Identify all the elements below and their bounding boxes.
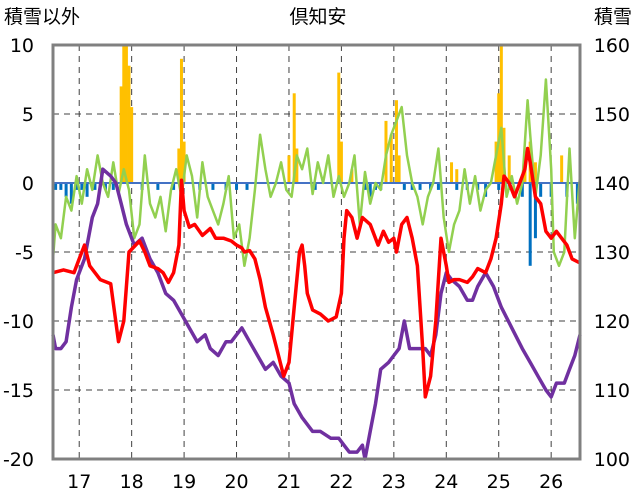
negative-bar [455,183,459,190]
chart-title: 倶知安 [289,6,346,28]
snowfall-bar [394,100,398,183]
x-ticks: 17 18 19 20 21 22 23 24 25 26 [67,471,563,493]
x-tick-label: 26 [539,471,563,493]
negative-bar [245,183,249,190]
negative-bar [368,183,372,197]
negative-bar [75,183,79,190]
snowfall-bar [122,45,126,183]
y-left-tick-label: -15 [3,380,34,402]
y-right-tick-label: 150 [594,104,630,126]
y-right-tick-label: 120 [594,311,630,333]
snowfall-bar [292,93,296,183]
y-left-tick-label: -5 [15,242,34,264]
x-tick-label: 22 [329,471,353,493]
y-left-tick-label: 10 [10,35,34,57]
negative-bar [313,183,317,190]
purple-series-line [51,167,582,461]
negative-bar [528,183,532,266]
snowfall-bar [127,65,131,183]
x-tick-label: 24 [434,471,458,493]
x-tick-label: 19 [172,471,196,493]
negative-bar [402,183,406,190]
negative-bar [80,183,84,190]
y-right-tick-label: 100 [594,449,630,471]
snowfall-bar [287,155,291,183]
snowfall-bar [533,162,537,183]
negative-bar [93,183,97,190]
negative-bar [64,183,68,197]
snowfall-bar [389,134,393,183]
snowfall-bar [337,72,341,183]
x-tick-label: 21 [277,471,301,493]
snowfall-bar [397,155,401,183]
snowfall-bar [450,162,454,183]
red-series-line [52,146,581,399]
plot-frame [51,43,582,461]
y-left-tick-label: -20 [3,449,34,471]
y-right-tick-label: 110 [594,380,630,402]
negative-bar [533,183,537,239]
negative-bar [54,183,58,190]
negative-bar [539,183,543,197]
green-series-line [51,78,582,268]
snowfall-bar [119,86,123,183]
snowfall-bar [130,107,134,183]
negative-bar [436,183,440,190]
negative-bar [111,183,115,190]
y-right-tick-label: 130 [594,242,630,264]
negative-bar [235,183,239,190]
negative-bar [59,183,63,190]
y-left-tick-label: 0 [22,173,34,195]
negative-bar [418,183,422,190]
snowfall-bar [339,141,343,183]
negative-bar [497,183,501,190]
negative-bar [156,183,160,190]
x-tick-label: 17 [67,471,91,493]
snowfall-bar [177,148,181,183]
negative-bar [172,183,176,190]
left-axis-label: 積雪以外 [4,6,80,28]
snowfall-bar [182,141,186,183]
snowfall-bar [499,45,503,183]
negative-bar [211,183,215,190]
x-tick-label: 23 [382,471,406,493]
series-lines [51,78,582,461]
x-tick-label: 25 [487,471,511,493]
y-right-tick-label: 160 [594,35,630,57]
snowfall-bar [455,169,459,183]
negative-bar [363,183,367,190]
snowfall-bar [124,45,128,183]
snowfall-bar [350,169,354,183]
y-left-tick-label: 5 [22,104,34,126]
snowfall-bar [523,169,527,183]
negative-bar [85,183,89,197]
right-axis-label: 積雪 [594,6,632,28]
snowfall-bar [179,58,183,183]
snowfall-bar [494,141,498,183]
snowfall-bar [560,155,564,183]
y-right-tick-label: 140 [594,173,630,195]
x-tick-label: 20 [224,471,248,493]
y-left-ticks: 10 5 0 -5 -10 -15 -20 [3,35,34,471]
y-left-tick-label: -10 [3,311,34,333]
y-right-ticks: 160 150 140 130 120 110 100 [594,35,630,471]
x-tick-label: 18 [120,471,144,493]
negative-bar [520,183,524,197]
negative-bar [69,183,73,204]
snowfall-bar [507,155,511,183]
snowfall-bar [295,148,299,183]
